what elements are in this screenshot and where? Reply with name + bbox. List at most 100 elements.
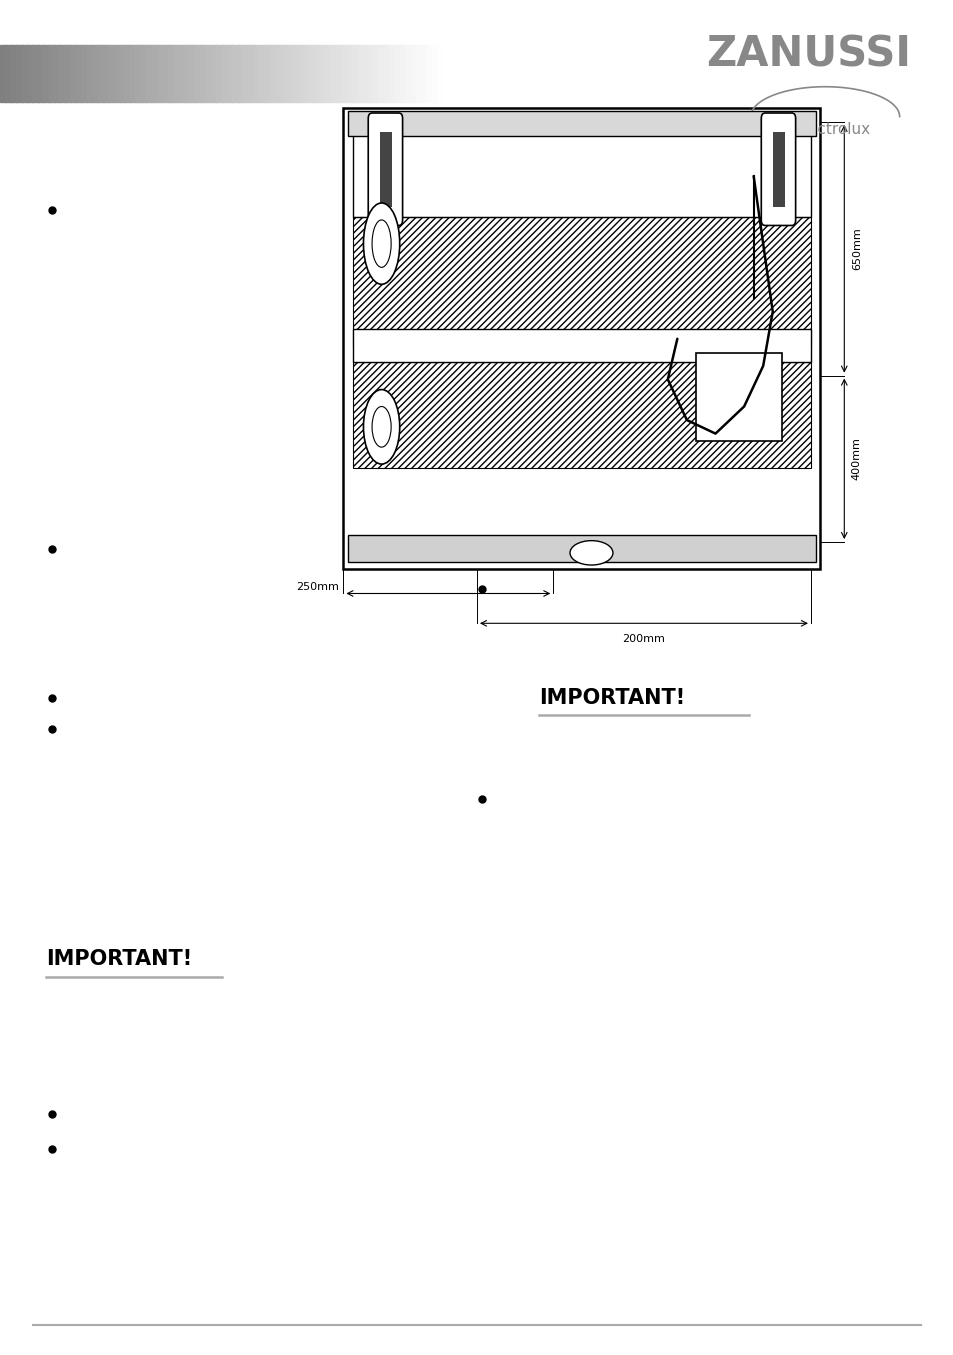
Bar [156, 45, 163, 102]
Text: IMPORTANT!: IMPORTANT! [46, 950, 192, 969]
Bar [97, 45, 104, 102]
Bar [610, 45, 617, 102]
Ellipse shape [569, 541, 612, 565]
Bar [124, 45, 131, 102]
Bar [49, 45, 55, 102]
Bar [351, 45, 357, 102]
FancyBboxPatch shape [368, 112, 402, 225]
Bar [200, 45, 206, 102]
Bar [168, 45, 173, 102]
Bar [81, 45, 88, 102]
Bar [119, 45, 125, 102]
Bar [626, 45, 633, 102]
Bar [497, 45, 503, 102]
Bar [464, 45, 471, 102]
Bar [184, 45, 190, 102]
Bar [237, 45, 244, 102]
Text: 250mm: 250mm [295, 581, 338, 592]
Bar [6, 45, 11, 102]
Bar [535, 45, 541, 102]
Bar [518, 45, 525, 102]
Bar [621, 45, 627, 102]
Ellipse shape [372, 406, 391, 447]
Bar [395, 45, 400, 102]
Bar [227, 45, 233, 102]
Bar [10, 45, 17, 102]
Bar [65, 45, 71, 102]
Bar [54, 45, 60, 102]
Bar [221, 45, 228, 102]
Bar [297, 45, 303, 102]
Bar [75, 45, 82, 102]
Bar [343, 108, 820, 569]
Bar [772, 131, 784, 206]
Ellipse shape [363, 390, 399, 465]
Bar [130, 45, 136, 102]
Bar [178, 45, 185, 102]
Bar [476, 45, 481, 102]
Bar [432, 45, 438, 102]
Bar [113, 45, 120, 102]
Bar [502, 45, 509, 102]
Bar [353, 362, 810, 467]
Bar [480, 45, 487, 102]
Bar [346, 45, 352, 102]
Text: ⓠ Electrolux: ⓠ Electrolux [780, 121, 869, 137]
Bar [324, 45, 331, 102]
Bar [286, 45, 293, 102]
Bar [335, 45, 341, 102]
Bar [492, 45, 497, 102]
Bar [524, 45, 530, 102]
Text: 650mm: 650mm [851, 228, 861, 270]
Bar [427, 45, 433, 102]
Bar [416, 45, 422, 102]
Bar [172, 45, 179, 102]
Bar [314, 45, 319, 102]
Bar [253, 45, 260, 102]
Bar [578, 45, 584, 102]
Ellipse shape [363, 203, 399, 285]
Bar [162, 45, 169, 102]
Bar [383, 45, 390, 102]
Bar [632, 45, 639, 102]
Bar [189, 45, 195, 102]
Bar [194, 45, 201, 102]
Bar [448, 45, 455, 102]
Bar [146, 45, 152, 102]
Bar [389, 45, 395, 102]
Bar [292, 45, 298, 102]
Bar [616, 45, 622, 102]
Bar [540, 45, 546, 102]
Bar [16, 45, 23, 102]
Bar [43, 45, 50, 102]
Bar [270, 45, 276, 102]
Bar [38, 45, 44, 102]
Bar [27, 45, 33, 102]
Bar [205, 45, 212, 102]
Bar [545, 45, 552, 102]
Bar [211, 45, 217, 102]
Bar [308, 45, 314, 102]
Bar [275, 45, 282, 102]
Bar [589, 45, 595, 102]
Bar [421, 45, 428, 102]
Text: ZANUSSI: ZANUSSI [705, 34, 910, 75]
Bar [378, 45, 384, 102]
Bar [87, 45, 92, 102]
Bar [353, 329, 810, 362]
Bar [367, 45, 374, 102]
Bar [330, 45, 335, 102]
Bar [411, 45, 416, 102]
Bar [561, 45, 568, 102]
Bar [59, 45, 66, 102]
Bar [513, 45, 519, 102]
Bar [594, 45, 600, 102]
Bar [437, 45, 444, 102]
Bar [362, 45, 368, 102]
Bar [399, 45, 406, 102]
Bar [22, 45, 28, 102]
Bar [152, 45, 157, 102]
Bar [583, 45, 590, 102]
Bar [249, 45, 254, 102]
Bar [216, 45, 222, 102]
